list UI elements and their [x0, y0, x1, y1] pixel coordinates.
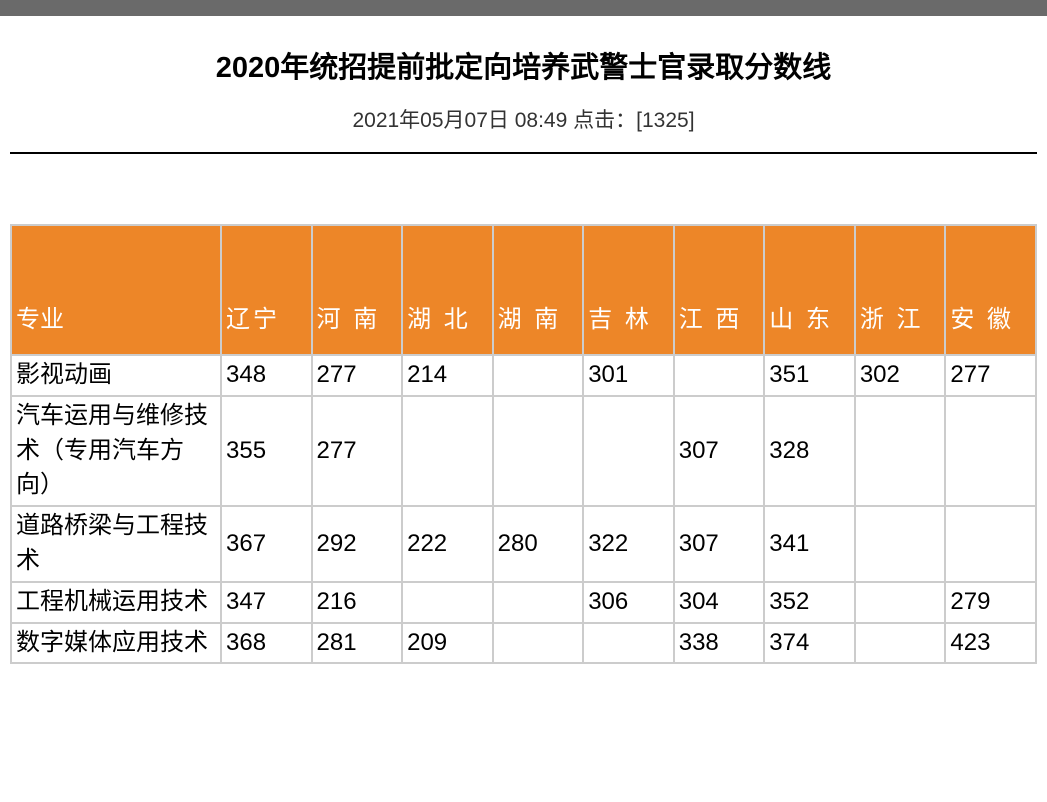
cell-value: 338 [674, 623, 765, 664]
cell-value [855, 506, 946, 582]
col-header-liaoning: 辽宁 [221, 225, 312, 355]
col-header-anhui: 安 徽 [945, 225, 1036, 355]
table-body: 影视动画 348 277 214 301 351 302 277 汽车运用与维修… [11, 355, 1036, 663]
cell-value: 214 [402, 355, 493, 396]
col-header-hunan: 湖 南 [493, 225, 584, 355]
cell-value [855, 623, 946, 664]
page-title: 2020年统招提前批定向培养武警士官录取分数线 [10, 44, 1037, 86]
cell-value [945, 506, 1036, 582]
table-row: 影视动画 348 277 214 301 351 302 277 [11, 355, 1036, 396]
cell-value: 328 [764, 396, 855, 506]
cell-value [855, 582, 946, 623]
cell-value: 216 [312, 582, 403, 623]
top-bar [0, 0, 1047, 16]
cell-value: 306 [583, 582, 674, 623]
cell-major: 影视动画 [11, 355, 221, 396]
col-header-jilin: 吉 林 [583, 225, 674, 355]
cell-value: 302 [855, 355, 946, 396]
cell-value: 367 [221, 506, 312, 582]
cell-major: 汽车运用与维修技术（专用汽车方向） [11, 396, 221, 506]
cell-value [674, 355, 765, 396]
cell-value: 277 [312, 355, 403, 396]
cell-value: 347 [221, 582, 312, 623]
meta-line: 2021年05月07日 08:49 点击：[1325] [10, 104, 1037, 134]
cell-value [493, 355, 584, 396]
meta-suffix: ] [689, 109, 695, 132]
cell-value: 281 [312, 623, 403, 664]
cell-value: 307 [674, 506, 765, 582]
cell-value: 209 [402, 623, 493, 664]
header-section: 2020年统招提前批定向培养武警士官录取分数线 2021年05月07日 08:4… [10, 16, 1037, 154]
cell-value: 348 [221, 355, 312, 396]
table-row: 工程机械运用技术 347 216 306 304 352 279 [11, 582, 1036, 623]
score-table: 专业 辽宁 河 南 湖 北 湖 南 吉 林 江 西 山 东 浙 江 安 徽 影视… [10, 224, 1037, 664]
table-header-row: 专业 辽宁 河 南 湖 北 湖 南 吉 林 江 西 山 东 浙 江 安 徽 [11, 225, 1036, 355]
cell-value: 280 [493, 506, 584, 582]
col-header-shandong: 山 东 [764, 225, 855, 355]
cell-value: 307 [674, 396, 765, 506]
table-row: 道路桥梁与工程技术 367 292 222 280 322 307 341 [11, 506, 1036, 582]
cell-value: 423 [945, 623, 1036, 664]
cell-major: 道路桥梁与工程技术 [11, 506, 221, 582]
table-row: 汽车运用与维修技术（专用汽车方向） 355 277 307 328 [11, 396, 1036, 506]
col-header-zhejiang: 浙 江 [855, 225, 946, 355]
cell-value: 304 [674, 582, 765, 623]
meta-prefix: 2021年05月07日 08:49 点击：[ [352, 109, 642, 132]
cell-value: 277 [312, 396, 403, 506]
content-area: 专业 辽宁 河 南 湖 北 湖 南 吉 林 江 西 山 东 浙 江 安 徽 影视… [0, 154, 1047, 704]
cell-value [945, 396, 1036, 506]
cell-value: 292 [312, 506, 403, 582]
cell-value: 351 [764, 355, 855, 396]
cell-major: 工程机械运用技术 [11, 582, 221, 623]
cell-value [402, 396, 493, 506]
cell-value: 341 [764, 506, 855, 582]
cell-value [493, 396, 584, 506]
col-header-henan: 河 南 [312, 225, 403, 355]
cell-value: 279 [945, 582, 1036, 623]
cell-value: 301 [583, 355, 674, 396]
click-count: 1325 [642, 109, 689, 132]
cell-value [402, 582, 493, 623]
col-header-major: 专业 [11, 225, 221, 355]
col-header-hubei: 湖 北 [402, 225, 493, 355]
col-header-jiangxi: 江 西 [674, 225, 765, 355]
cell-value: 222 [402, 506, 493, 582]
cell-value [493, 582, 584, 623]
cell-value: 368 [221, 623, 312, 664]
cell-value: 374 [764, 623, 855, 664]
cell-value: 355 [221, 396, 312, 506]
cell-value [583, 396, 674, 506]
cell-value: 322 [583, 506, 674, 582]
cell-value: 277 [945, 355, 1036, 396]
cell-value [855, 396, 946, 506]
cell-value: 352 [764, 582, 855, 623]
cell-value [583, 623, 674, 664]
table-row: 数字媒体应用技术 368 281 209 338 374 423 [11, 623, 1036, 664]
cell-major: 数字媒体应用技术 [11, 623, 221, 664]
cell-value [493, 623, 584, 664]
